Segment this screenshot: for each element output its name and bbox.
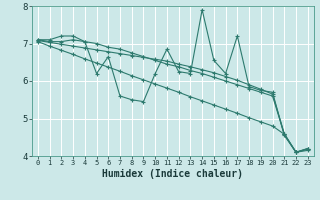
X-axis label: Humidex (Indice chaleur): Humidex (Indice chaleur) bbox=[102, 169, 243, 179]
